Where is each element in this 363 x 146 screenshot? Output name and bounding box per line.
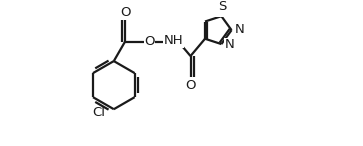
Text: O: O — [120, 6, 130, 19]
Text: N: N — [234, 23, 244, 36]
Text: O: O — [144, 35, 155, 48]
Text: S: S — [218, 0, 227, 13]
Text: NH: NH — [163, 34, 183, 47]
Text: O: O — [185, 79, 196, 92]
Text: Cl: Cl — [92, 106, 105, 119]
Text: N: N — [224, 38, 234, 51]
